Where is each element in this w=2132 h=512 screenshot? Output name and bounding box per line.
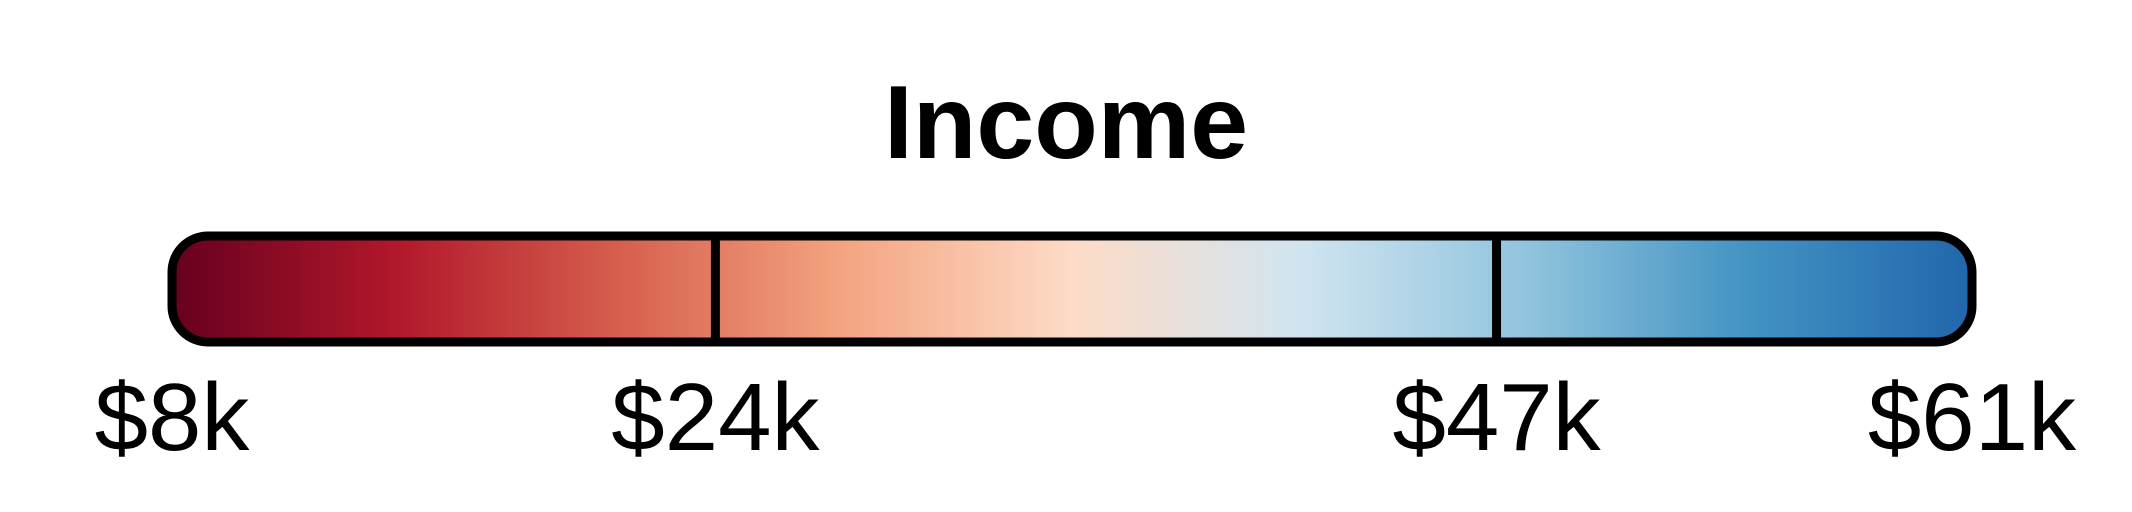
divider-group [710, 236, 1502, 342]
color-bar-outline [167, 231, 1977, 347]
color-bar [172, 236, 1972, 342]
tick-label: $24k [611, 364, 820, 471]
legend-title: Income [884, 65, 1248, 181]
tick-label: $61k [1868, 364, 2077, 471]
tick-label: $8k [95, 364, 251, 471]
tick-labels: $8k $24k $47k $61k [95, 364, 2077, 471]
tick-label: $47k [1392, 364, 1601, 471]
